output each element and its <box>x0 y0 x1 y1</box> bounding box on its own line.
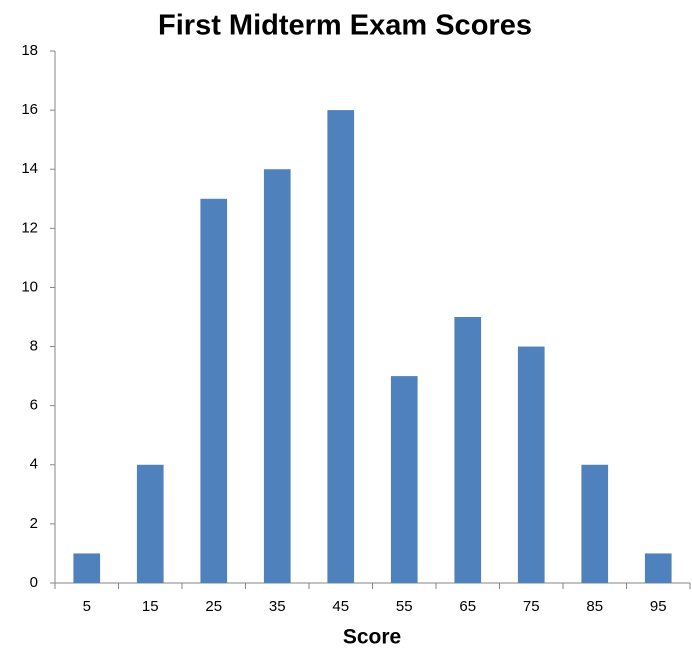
x-tick-label: 45 <box>332 598 349 615</box>
bar <box>454 317 482 583</box>
y-tick-label: 0 <box>30 574 38 591</box>
chart-title: First Midterm Exam Scores <box>158 10 532 42</box>
bar <box>327 110 355 583</box>
x-tick-label: 25 <box>205 598 222 615</box>
y-tick-label: 6 <box>30 397 38 414</box>
y-tick-label: 10 <box>21 278 38 295</box>
y-tick-label: 18 <box>21 42 38 59</box>
bar <box>73 553 101 583</box>
x-tick-label: 35 <box>269 598 286 615</box>
bar <box>263 169 291 583</box>
y-tick-label: 2 <box>30 515 38 532</box>
bar <box>644 553 672 583</box>
x-tick-label: 75 <box>523 598 540 615</box>
x-axis-title: Score <box>343 626 401 649</box>
y-tick-label: 12 <box>21 219 38 236</box>
x-tick-label: 95 <box>650 598 667 615</box>
y-tick-label: 8 <box>30 338 38 355</box>
x-tick-label: 5 <box>83 598 91 615</box>
x-tick-label: 65 <box>459 598 476 615</box>
y-tick-label: 16 <box>21 101 38 118</box>
x-tick-label: 55 <box>396 598 413 615</box>
x-tick-label: 15 <box>142 598 159 615</box>
bar <box>581 464 609 583</box>
x-tick-label: 85 <box>586 598 603 615</box>
y-tick-label: 4 <box>30 456 38 473</box>
bar <box>136 464 164 583</box>
bar <box>517 346 545 583</box>
bar <box>390 376 418 583</box>
y-tick-label: 14 <box>21 160 38 177</box>
bar <box>200 198 228 583</box>
